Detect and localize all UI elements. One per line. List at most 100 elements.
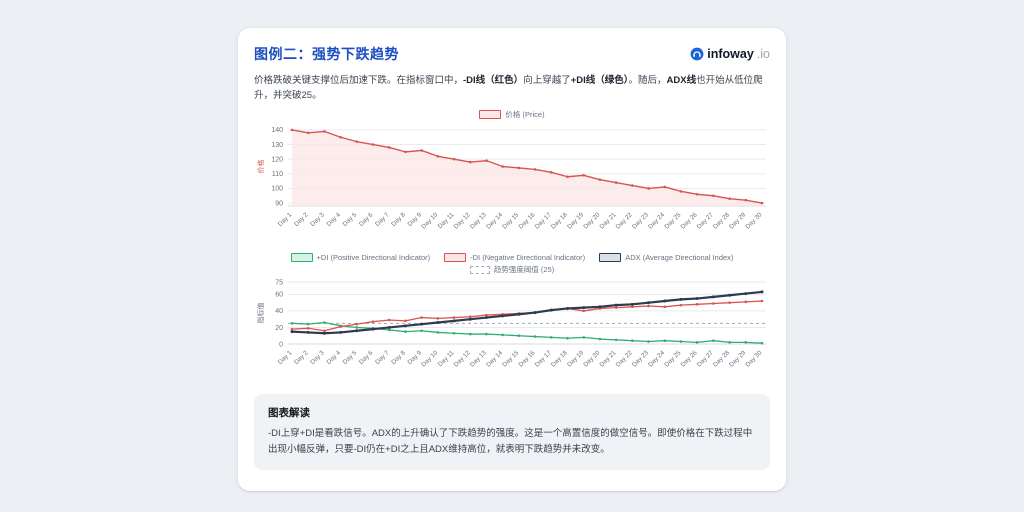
svg-text:Day 16: Day 16 (517, 211, 536, 230)
legend-item-adx: ADX (Average Directional Index) (599, 253, 734, 263)
svg-text:40: 40 (275, 309, 283, 316)
legend-item-plus-di: +DI (Positive Directional Indicator) (290, 253, 431, 263)
page-title: 图例二：强势下跌趋势 (254, 46, 399, 62)
svg-text:Day 11: Day 11 (437, 349, 456, 368)
indicator-chart-legend-row1: +DI (Positive Directional Indicator) -DI… (254, 253, 770, 263)
svg-text:Day 25: Day 25 (663, 349, 682, 368)
card-header: 图例二：强势下跌趋势 infoway .io (254, 42, 770, 66)
svg-text:Day 30: Day 30 (744, 211, 763, 230)
svg-text:Day 11: Day 11 (437, 211, 456, 230)
price-legend-swatch (479, 110, 502, 120)
svg-text:Day 13: Day 13 (469, 349, 488, 368)
svg-text:90: 90 (275, 201, 283, 208)
description-segment: 向上穿越了 (523, 75, 571, 86)
svg-text:价格: 价格 (256, 160, 265, 174)
svg-text:Day 26: Day 26 (680, 349, 699, 368)
svg-text:Day 4: Day 4 (325, 211, 342, 228)
svg-text:Day 18: Day 18 (550, 211, 569, 230)
svg-text:Day 19: Day 19 (566, 211, 585, 230)
svg-text:Day 17: Day 17 (534, 211, 553, 230)
headset-icon (690, 47, 704, 61)
svg-text:Day 18: Day 18 (550, 349, 569, 368)
svg-text:Day 17: Day 17 (534, 349, 553, 368)
svg-text:Day 23: Day 23 (631, 349, 650, 368)
svg-text:Day 15: Day 15 (501, 349, 520, 368)
adx-legend-label: ADX (Average Directional Index) (625, 253, 734, 263)
svg-text:Day 24: Day 24 (647, 211, 666, 230)
legend-item-price: 价格 (Price) (479, 109, 545, 120)
svg-text:Day 2: Day 2 (293, 211, 310, 228)
svg-text:100: 100 (271, 186, 283, 193)
svg-text:Day 23: Day 23 (631, 211, 650, 230)
plus-di-legend-swatch (290, 253, 313, 263)
chart-svg: 0 20 40 60 75 指标值 Day 1 Day 2 Day 3 Day 4 Day 5 Day… (256, 280, 766, 369)
svg-text:Day 29: Day 29 (728, 349, 747, 368)
legend-item-minus-di: -DI (Negative Directional Indicator) (444, 253, 586, 263)
description-bold-segment: -DI线（红色） (463, 75, 524, 86)
minus-di-legend-swatch (444, 253, 467, 263)
svg-text:Day 12: Day 12 (453, 349, 472, 368)
svg-text:Day 7: Day 7 (374, 211, 391, 228)
adx-legend-swatch (599, 253, 622, 263)
minus-di-legend-label: -DI (Negative Directional Indicator) (470, 253, 586, 263)
svg-text:Day 5: Day 5 (342, 349, 359, 366)
brand-name: infoway (707, 47, 754, 61)
svg-text:Day 3: Day 3 (309, 349, 326, 366)
svg-text:Day 26: Day 26 (680, 211, 699, 230)
svg-text:110: 110 (272, 171, 283, 178)
description-bold-segment: ADX线 (666, 75, 697, 86)
svg-text:Day 2: Day 2 (293, 349, 310, 366)
indicator-chart-legend-row2: 趋势强度阈值 (25) (254, 264, 770, 275)
svg-text:Day 27: Day 27 (696, 349, 715, 368)
svg-text:Day 10: Day 10 (420, 349, 439, 368)
interpretation-box: 图表解读 -DI上穿+DI是看跌信号。ADX的上升确认了下跌趋势的强度。这是一个… (254, 394, 770, 470)
svg-text:Day 14: Day 14 (485, 349, 504, 368)
svg-text:140: 140 (271, 128, 283, 135)
interpretation-text: -DI上穿+DI是看跌信号。ADX的上升确认了下跌趋势的强度。这是一个高置信度的… (268, 428, 753, 456)
svg-text:0: 0 (279, 342, 283, 349)
description-segment: 价格跌破关键支撑位后加速下跌。在指标窗口中， (254, 75, 464, 86)
svg-text:Day 8: Day 8 (390, 211, 407, 228)
svg-text:20: 20 (275, 325, 283, 332)
price-chart-legend: 价格 (Price) (254, 109, 770, 120)
svg-text:Day 16: Day 16 (517, 349, 536, 368)
svg-text:Day 6: Day 6 (358, 211, 375, 228)
svg-text:130: 130 (271, 142, 283, 149)
svg-text:60: 60 (275, 292, 283, 299)
svg-text:Day 8: Day 8 (390, 349, 407, 366)
svg-text:Day 15: Day 15 (501, 211, 520, 230)
svg-text:Day 29: Day 29 (728, 211, 747, 230)
svg-text:Day 10: Day 10 (420, 211, 439, 230)
svg-text:Day 24: Day 24 (647, 349, 666, 368)
indicator-chart: 0 20 40 60 75 指标值 Day 1 Day 2 Day 3 Day 4 Day 5 Day… (254, 277, 770, 386)
svg-text:Day 5: Day 5 (342, 211, 359, 228)
svg-text:Day 7: Day 7 (374, 349, 391, 366)
description-segment: 也开始从低位爬升，并突破25。 (254, 75, 763, 102)
svg-text:Day 12: Day 12 (453, 211, 472, 230)
description-segment: 。随后， (628, 75, 667, 86)
svg-text:Day 27: Day 27 (696, 211, 715, 230)
svg-text:Day 1: Day 1 (277, 349, 294, 366)
legend-item-threshold: 趋势强度阈值 (25) (469, 264, 554, 275)
svg-text:Day 22: Day 22 (615, 211, 634, 230)
example-card: 图例二：强势下跌趋势 infoway .io 价格跌破关键支撑位后加速下跌。在指标… (238, 28, 786, 491)
svg-text:Day 21: Day 21 (598, 349, 617, 368)
brand-logo: infoway .io (690, 47, 770, 61)
plus-di-legend-label: +DI (Positive Directional Indicator) (316, 253, 431, 263)
svg-text:指标值: 指标值 (256, 303, 265, 324)
svg-text:Day 20: Day 20 (582, 211, 601, 230)
svg-text:Day 28: Day 28 (712, 349, 731, 368)
svg-text:Day 4: Day 4 (325, 349, 342, 366)
svg-text:Day 25: Day 25 (663, 211, 682, 230)
description-bold-segment: +DI线（绿色） (570, 75, 629, 86)
svg-text:Day 28: Day 28 (712, 211, 731, 230)
svg-text:Day 20: Day 20 (582, 349, 601, 368)
svg-text:Day 30: Day 30 (744, 349, 763, 368)
svg-text:Day 14: Day 14 (485, 211, 504, 230)
svg-text:Day 3: Day 3 (309, 211, 326, 228)
svg-text:75: 75 (275, 280, 283, 287)
interpretation-heading: 图表解读 (268, 407, 310, 420)
